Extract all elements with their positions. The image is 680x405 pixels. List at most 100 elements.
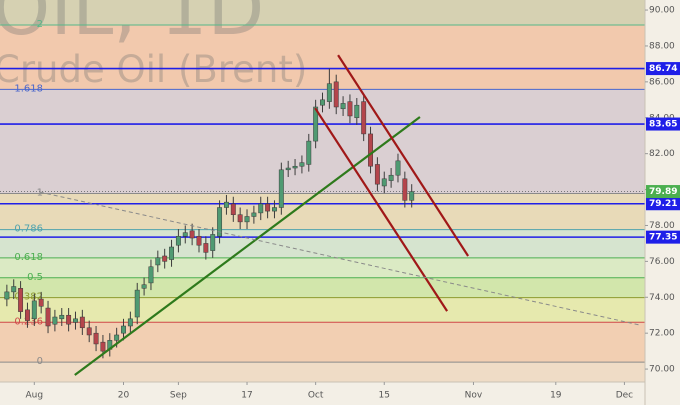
- fib-band: [0, 193, 645, 230]
- candle-body: [230, 203, 236, 215]
- trendline: [337, 54, 470, 257]
- fib-level-label: 0.382: [14, 292, 43, 303]
- fib-band: [0, 257, 645, 278]
- price-box-label: 77.35: [649, 233, 677, 243]
- y-tick-label: 90.00: [649, 6, 675, 16]
- candle-body: [196, 235, 202, 246]
- candle-body: [31, 300, 37, 320]
- candle-body: [217, 207, 223, 237]
- candle-body: [251, 212, 257, 217]
- candle-body: [169, 246, 174, 260]
- price-box: [646, 185, 680, 199]
- candle-body: [237, 214, 243, 223]
- price-box-label: 83.65: [649, 120, 677, 130]
- layer: 0 0.236 0.382 0.5 0.618 0.786 1 1.618 2: [0, 19, 645, 376]
- candle-body: [306, 140, 312, 165]
- candle-body: [182, 232, 188, 237]
- candle-body: [340, 103, 346, 110]
- watermark-subtitle: Crude Oil (Brent): [0, 48, 307, 91]
- y-tick-label: 86.00: [649, 77, 675, 87]
- candle-body: [38, 298, 44, 307]
- candle-body: [11, 286, 17, 293]
- candle-body: [333, 81, 339, 108]
- candle-body: [326, 83, 332, 102]
- candle-body: [272, 207, 277, 212]
- fib-level-label: 2: [37, 19, 43, 30]
- fib-level-label: 1.618: [14, 83, 43, 94]
- candle-body: [210, 234, 216, 251]
- candle-body: [155, 257, 161, 266]
- x-tick-label: Aug: [26, 391, 44, 401]
- x-tick-label: Sep: [170, 391, 187, 401]
- candle-body: [127, 318, 133, 327]
- candle-body: [320, 99, 325, 106]
- candle-body: [79, 316, 85, 329]
- fib-band: [0, 229, 645, 258]
- y-tick-label: 78.00: [649, 221, 675, 231]
- fib-band: [0, 0, 645, 25]
- candle-body: [402, 178, 408, 201]
- fib-band: [0, 297, 645, 323]
- candle-body: [313, 106, 319, 142]
- candle-body: [24, 309, 30, 321]
- y-tick-label: 88.00: [649, 41, 675, 51]
- candle-body: [93, 332, 99, 345]
- price-box-label: 79.89: [649, 187, 677, 197]
- candle-body: [361, 101, 367, 135]
- fib-level-label: 0.5: [27, 272, 43, 283]
- price-box-label: 79.21: [649, 199, 677, 209]
- fib-bands: [0, 0, 645, 363]
- y-tick-label: 82.00: [649, 149, 675, 159]
- candle-body: [292, 165, 298, 169]
- candle-body: [278, 169, 284, 208]
- candle-body: [258, 203, 264, 214]
- candle-body: [18, 288, 24, 312]
- x-tick-label: 17: [241, 391, 252, 401]
- candle-body: [374, 164, 380, 185]
- candle-body: [59, 314, 65, 320]
- candle-body: [66, 314, 72, 325]
- x-tick-label: 15: [379, 391, 390, 401]
- candle-body: [4, 291, 10, 300]
- x-tick-label: Oct: [308, 391, 324, 401]
- fib-band: [0, 24, 645, 90]
- y-tick-label: 74.00: [649, 293, 675, 303]
- candle-body: [162, 255, 168, 262]
- candle-body: [354, 104, 360, 119]
- candle-body: [175, 235, 181, 246]
- candle-body: [388, 174, 394, 181]
- price-box: [646, 230, 680, 244]
- fib-level-label: 0.786: [14, 224, 43, 235]
- candle-body: [409, 191, 415, 201]
- candle-body: [134, 289, 140, 318]
- y-tick-label: 70.00: [649, 365, 675, 375]
- x-tick-label: Dec: [616, 391, 633, 401]
- candle-body: [121, 325, 126, 334]
- candle-body: [73, 318, 78, 323]
- candle-body: [100, 341, 106, 352]
- candle-body: [381, 178, 387, 187]
- candle-body: [299, 162, 305, 167]
- bottom-axis: [0, 382, 645, 405]
- candle-body: [148, 266, 154, 284]
- y-tick-label: 72.00: [649, 329, 675, 339]
- candle-body: [244, 216, 250, 223]
- candle-body: [45, 307, 51, 327]
- candle-body: [203, 243, 209, 253]
- price-box: [646, 197, 680, 211]
- candle-body: [223, 201, 229, 208]
- fib-level-label: 0: [37, 356, 43, 367]
- price-box-label: 86.74: [649, 64, 677, 74]
- watermark-title: OIL, 1D: [0, 0, 264, 52]
- candle-body: [285, 167, 291, 171]
- trendline: [74, 116, 421, 376]
- fib-level-label: 1: [37, 188, 43, 199]
- trendline: [39, 191, 641, 326]
- candle-body: [141, 284, 147, 289]
- x-tick-label: 19: [550, 391, 562, 401]
- price-box: [646, 62, 680, 76]
- candle-body: [368, 133, 373, 167]
- x-tick-label: 20: [118, 391, 130, 401]
- candle-body: [86, 327, 92, 336]
